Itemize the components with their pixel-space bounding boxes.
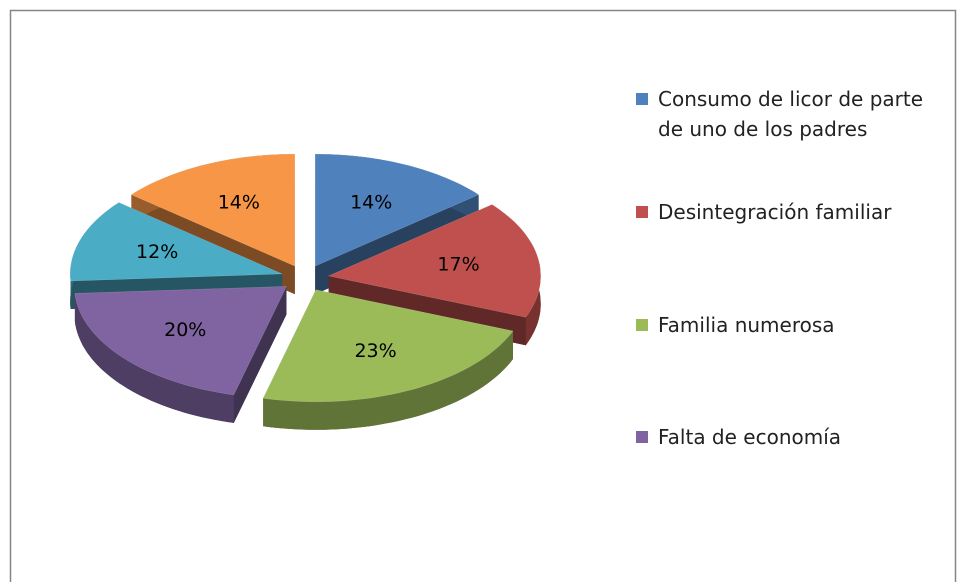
slice-side [233, 286, 287, 423]
slice-wall [74, 293, 234, 423]
legend-swatch [636, 206, 648, 218]
slice-top [130, 153, 296, 267]
slice-top [262, 289, 514, 403]
chart-frame [9, 9, 957, 582]
legend-label: Consumo de licor de parte de uno de los … [658, 87, 924, 141]
slice-top [314, 153, 480, 267]
data-label: 14% [350, 192, 392, 214]
legend-item: Consumo de licor de parte de uno de los … [636, 84, 946, 144]
legend-swatch [636, 319, 648, 331]
data-label: 17% [437, 254, 479, 276]
legend-swatch [636, 431, 648, 443]
legend-item: Desintegración familiar [636, 197, 946, 227]
slice-top [74, 286, 287, 396]
pie-slice [262, 289, 514, 430]
legend-label: Falta de economía [658, 425, 842, 449]
legend-item: Falta de economía [636, 422, 946, 452]
data-label: 12% [136, 241, 178, 263]
data-label: 20% [164, 319, 206, 341]
slice-top [327, 204, 541, 318]
legend-swatch [636, 93, 648, 105]
slice-top [69, 202, 283, 282]
slice-wall [263, 331, 513, 430]
legend-item: Familia numerosa [636, 310, 946, 340]
pie-slice [74, 286, 287, 423]
data-label: 14% [218, 192, 260, 214]
data-label: 23% [354, 340, 396, 362]
legend-label: Familia numerosa [658, 313, 835, 337]
legend-label: Desintegración familiar [658, 200, 892, 224]
